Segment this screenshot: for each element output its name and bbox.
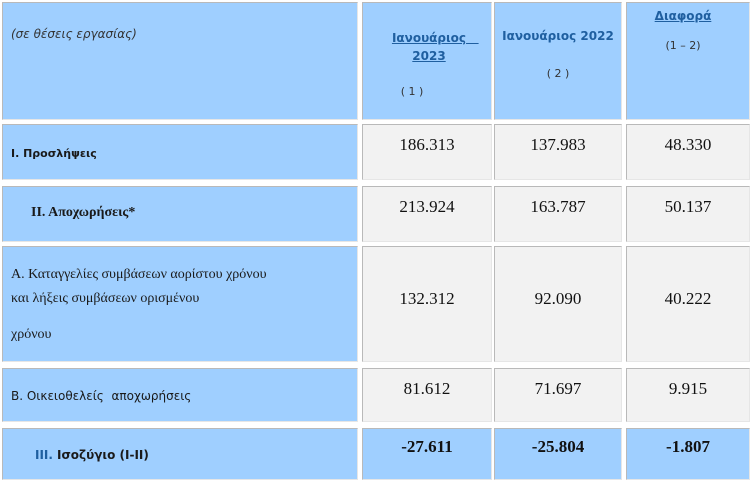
value-cell: 48.330 — [626, 124, 750, 180]
row-label-cell: Ι. Προσλήψεις — [2, 124, 358, 180]
row-label-prefix: ΙΙΙ. — [35, 448, 53, 462]
value-cell: 213.924 — [362, 186, 492, 242]
value: 48.330 — [664, 135, 712, 154]
value: 132.312 — [399, 289, 455, 308]
header-cell: Διαφορά (1 – 2) — [626, 2, 750, 120]
value: 81.612 — [403, 379, 451, 398]
value-cell: 40.222 — [626, 246, 750, 362]
row-label: χρόνου — [11, 327, 52, 342]
unit-note: (σε θέσεις εργασίας) — [11, 27, 137, 41]
row-label: Α. Καταγγελίες συμβάσεων αορίστου χρόνου — [11, 267, 267, 282]
column-sub: ( 1 ) — [400, 85, 424, 98]
value-cell: -27.611 — [362, 428, 492, 480]
header-cell: Ιανουάριος 2023 ( 1 ) — [362, 2, 492, 120]
value: 213.924 — [399, 197, 455, 216]
column-title: Ιανουάριος 2023 — [391, 31, 479, 63]
value: 9.915 — [668, 379, 708, 398]
row-label: Β. Οικειοθελείς αποχωρήσεις — [11, 389, 192, 403]
value: -27.611 — [401, 437, 453, 456]
header-cell: Ιανουάριος 2022 ( 2 ) — [494, 2, 622, 120]
value: 92.090 — [534, 289, 582, 308]
row-label: ΙΙ. Αποχωρήσεις* — [31, 205, 136, 220]
value-cell: 186.313 — [362, 124, 492, 180]
row-label-cell: ΙΙΙ. Ισοζύγιο (Ι-ΙΙ) — [2, 428, 358, 480]
value: 40.222 — [664, 289, 712, 308]
value: 71.697 — [534, 379, 582, 398]
value-cell: 92.090 — [494, 246, 622, 362]
value-cell: 132.312 — [362, 246, 492, 362]
value: 163.787 — [530, 197, 586, 216]
value-cell: -25.804 — [494, 428, 622, 480]
value: 186.313 — [399, 135, 455, 154]
row-label-cell: Β. Οικειοθελείς αποχωρήσεις — [2, 368, 358, 422]
value: -25.804 — [531, 437, 585, 456]
column-title: Διαφορά — [654, 9, 712, 23]
column-sub: ( 2 ) — [546, 67, 570, 80]
column-title: Ιανουάριος 2022 — [502, 29, 614, 43]
row-label: Ι. Προσλήψεις — [11, 147, 97, 160]
value: 50.137 — [664, 197, 712, 216]
value: -1.807 — [666, 437, 710, 456]
column-sub: (1 – 2) — [665, 39, 701, 52]
value-cell: 71.697 — [494, 368, 622, 422]
row-label-cell: Α. Καταγγελίες συμβάσεων αορίστου χρόνου… — [2, 246, 358, 362]
value-cell: 81.612 — [362, 368, 492, 422]
value-cell: -1.807 — [626, 428, 750, 480]
value-cell: 163.787 — [494, 186, 622, 242]
row-label-cell: ΙΙ. Αποχωρήσεις* — [2, 186, 358, 242]
value-cell: 50.137 — [626, 186, 750, 242]
value-cell: 9.915 — [626, 368, 750, 422]
header-cell: (σε θέσεις εργασίας) — [2, 2, 358, 120]
value: 137.983 — [530, 135, 586, 154]
row-label: Ισοζύγιο (Ι-ΙΙ) — [57, 448, 149, 462]
row-label: και λήξεις συμβάσεων ορισμένου — [11, 291, 200, 306]
value-cell: 137.983 — [494, 124, 622, 180]
